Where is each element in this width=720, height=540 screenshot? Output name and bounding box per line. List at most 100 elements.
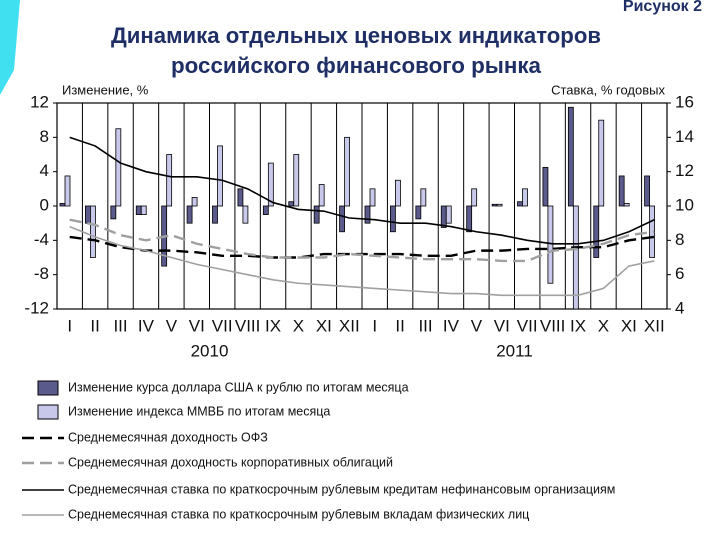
- x-tick-label: VII: [517, 316, 538, 335]
- bar: [262, 205, 269, 215]
- legend-label: Среднемесячная ставка по краткосрочным р…: [68, 482, 615, 496]
- legend-swatch: [37, 380, 59, 396]
- x-tick-label: I: [67, 316, 72, 335]
- bar: [445, 205, 452, 224]
- bar: [547, 205, 554, 284]
- legend-label: Среднемесячная доходность ОФЗ: [68, 430, 268, 444]
- bar: [440, 205, 447, 228]
- bar: [572, 205, 579, 310]
- y-axis-label: Изменение, %: [62, 82, 149, 97]
- x-tick-label: II: [90, 316, 99, 335]
- bar: [496, 203, 503, 207]
- line: [69, 218, 655, 263]
- y2-tick-label: 12: [675, 161, 694, 180]
- x-tick-label: III: [418, 316, 432, 335]
- bar: [237, 188, 244, 207]
- x-tick-label: V: [166, 316, 178, 335]
- bar: [90, 205, 96, 258]
- x-tick-label: IV: [138, 316, 155, 335]
- x-tick-label: X: [293, 316, 304, 335]
- legend-label: Изменение индекса ММВБ по итогам месяца: [68, 404, 330, 418]
- bar: [420, 188, 427, 207]
- x-tick-label: X: [598, 316, 609, 335]
- y2-tick-label: 10: [675, 195, 694, 214]
- bar: [522, 188, 528, 207]
- line: [69, 225, 655, 297]
- x-tick-label: IV: [443, 316, 460, 335]
- y-tick-label: 0: [40, 195, 49, 214]
- legend-label: Изменение курса доллара США к рублю по и…: [68, 380, 409, 394]
- bar: [293, 154, 300, 207]
- x-tick-label: XII: [339, 316, 360, 335]
- bar: [415, 205, 422, 220]
- legend-swatch: [37, 404, 59, 420]
- bar: [212, 205, 218, 224]
- x-tick-label: VIII: [540, 316, 566, 335]
- y2-tick-label: 14: [675, 127, 694, 146]
- bar: [466, 205, 473, 233]
- bar: [313, 205, 320, 224]
- x-tick-label: VI: [494, 316, 510, 335]
- x-tick-label: VII: [212, 316, 233, 335]
- bar: [59, 203, 66, 207]
- figure-label: Рисунок 2: [623, 0, 702, 15]
- x-tick-label: III: [113, 316, 127, 335]
- bar: [191, 197, 198, 207]
- bar: [471, 188, 478, 207]
- bar: [318, 184, 325, 207]
- bar: [267, 162, 274, 207]
- bar: [598, 119, 605, 207]
- y2-tick-label: 16: [675, 92, 694, 111]
- bar: [242, 205, 249, 224]
- y2-tick-label: 4: [675, 298, 684, 317]
- x-tick-label: XI: [316, 316, 332, 335]
- x-tick-label: XI: [621, 316, 637, 335]
- bar: [344, 136, 350, 207]
- bar: [135, 205, 142, 215]
- bar: [593, 205, 600, 258]
- x-tick-label: VIII: [235, 316, 261, 335]
- bar: [491, 203, 498, 207]
- legend-label: Среднемесячная доходность корпоративных …: [68, 455, 393, 469]
- x-tick-label: IX: [265, 316, 281, 335]
- year-label: 2011: [496, 341, 533, 360]
- bar: [166, 154, 173, 207]
- y-tick-label: -8: [34, 264, 49, 283]
- y2-tick-label: 8: [675, 230, 684, 249]
- bar: [390, 205, 396, 233]
- y-tick-label: -12: [24, 298, 49, 317]
- x-tick-label: V: [471, 316, 483, 335]
- year-label: 2010: [191, 341, 229, 360]
- bar: [64, 175, 71, 207]
- bar: [140, 205, 147, 215]
- bar: [517, 201, 523, 207]
- bar: [364, 205, 371, 224]
- chart-title: российского финансового рынка: [171, 53, 542, 78]
- bar: [395, 179, 401, 207]
- bar: [542, 166, 549, 207]
- y-tick-label: 8: [40, 127, 49, 146]
- bar: [115, 128, 122, 207]
- bar: [644, 175, 650, 207]
- x-tick-label: II: [395, 316, 404, 335]
- x-tick-label: I: [372, 316, 377, 335]
- y-tick-label: 4: [40, 161, 49, 180]
- chart-title: Динамика отдельных ценовых индикаторов: [111, 23, 601, 48]
- bar: [567, 106, 574, 207]
- bar: [186, 205, 193, 224]
- x-tick-label: VI: [189, 316, 205, 335]
- bar: [369, 188, 376, 207]
- x-tick-label: IX: [570, 316, 586, 335]
- y2-tick-label: 6: [675, 264, 684, 283]
- y-tick-label: -4: [34, 230, 49, 249]
- legend-label: Среднемесячная ставка по краткосрочным р…: [68, 507, 529, 521]
- bar: [217, 145, 223, 207]
- bar: [288, 201, 295, 207]
- y-tick-label: 12: [30, 92, 49, 111]
- x-tick-label: XII: [644, 316, 665, 335]
- decoration: [0, 0, 20, 95]
- y2-axis-label: Ставка, % годовых: [551, 82, 665, 97]
- line: [69, 136, 655, 245]
- bar: [339, 205, 345, 233]
